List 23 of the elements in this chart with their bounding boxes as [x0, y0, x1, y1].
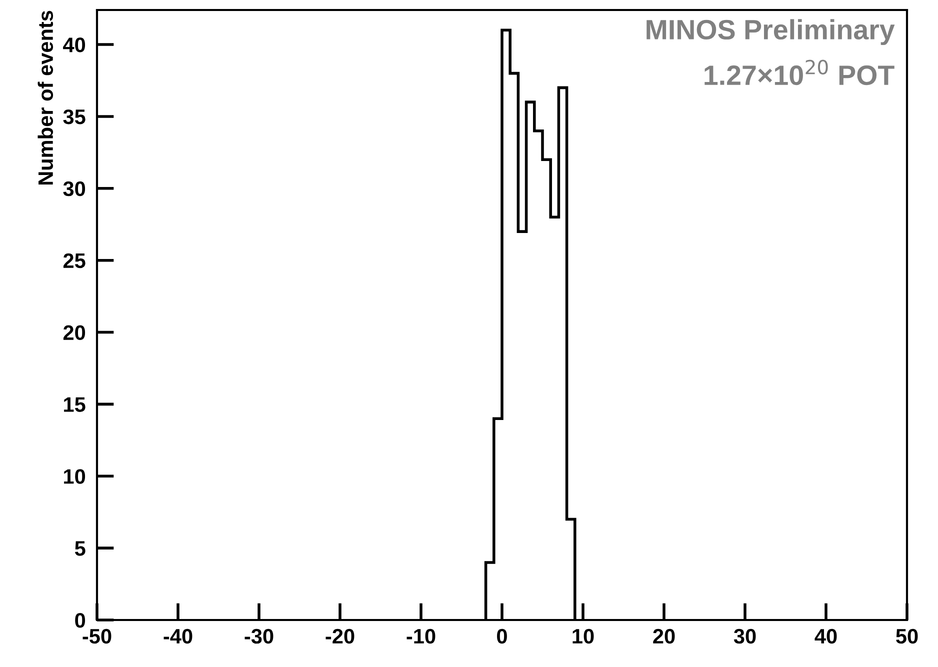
y-tick-label: 25: [63, 253, 86, 268]
x-tick-label: -10: [406, 628, 436, 644]
x-tick-label: -50: [82, 628, 112, 644]
y-tick-label: 10: [64, 469, 86, 484]
x-tick-label: 30: [734, 628, 756, 644]
y-axis-title: Number of events: [38, 10, 54, 185]
x-tick-label: 10: [572, 628, 594, 644]
x-tick-label: -30: [244, 628, 274, 644]
x-tick-label: 20: [653, 628, 675, 644]
annotation: 1.27×10$^{20}$ POT: [704, 60, 894, 86]
x-tick-label: 40: [814, 628, 837, 644]
x-tick-label: -40: [164, 628, 192, 644]
x-tick-label: 50: [896, 628, 918, 644]
y-tick-label: 5: [74, 541, 86, 556]
y-tick-label: 0: [75, 613, 86, 628]
x-tick-label: -20: [326, 628, 354, 644]
x-tick-label: 0: [497, 628, 507, 644]
y-tick-label: 35: [63, 109, 86, 124]
y-tick-label: 40: [63, 38, 86, 52]
y-tick-label: 20: [63, 325, 86, 340]
y-tick-label: 30: [63, 181, 86, 196]
y-tick-label: 15: [64, 397, 86, 412]
annotation: MINOS Preliminary: [646, 19, 895, 46]
